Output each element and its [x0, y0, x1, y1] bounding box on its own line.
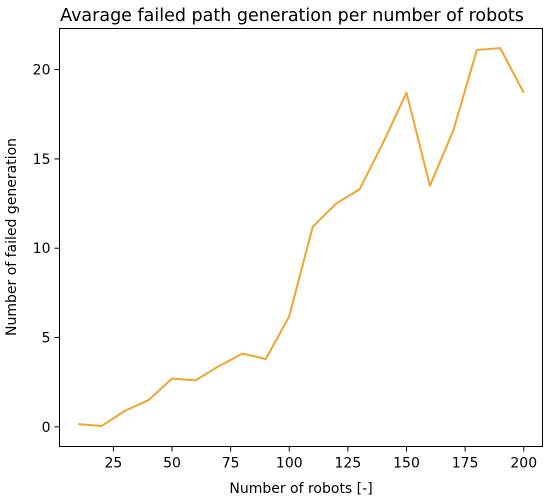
y-tick-label: 20 [33, 63, 51, 79]
x-tick-label: 175 [452, 456, 479, 472]
x-tick-label: 125 [335, 456, 362, 472]
x-tick-label: 200 [510, 456, 537, 472]
y-tick-label: 5 [42, 331, 51, 347]
plot-area-frame [59, 28, 543, 447]
x-axis: 25 50 75 100 125 150 175 200 [105, 446, 537, 472]
series-layer [78, 47, 525, 427]
y-axis: 0 5 10 15 20 [33, 63, 60, 436]
y-tick-label: 0 [42, 420, 51, 436]
chart-title: Avarage failed path generation per numbe… [60, 6, 524, 26]
x-axis-label: Number of robots [-] [229, 481, 372, 497]
x-tick-label: 25 [105, 456, 123, 472]
y-tick-label: 15 [33, 152, 51, 168]
y-axis-label: Number of failed generation [4, 138, 20, 336]
x-tick-label: 150 [393, 456, 420, 472]
x-tick-label: 75 [222, 456, 240, 472]
series-line-0 [78, 47, 525, 427]
x-tick-label: 50 [163, 456, 181, 472]
y-tick-label: 10 [33, 241, 51, 257]
x-tick-label: 100 [276, 456, 303, 472]
